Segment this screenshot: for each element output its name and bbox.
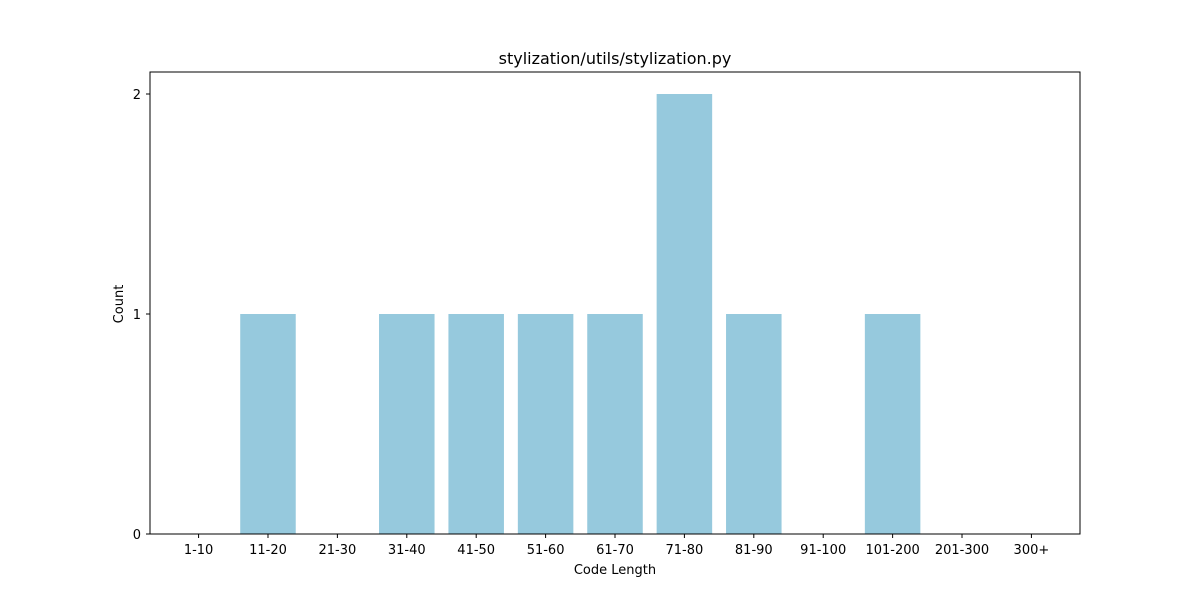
x-tick-label: 41-50 <box>457 543 495 558</box>
x-tick-label: 61-70 <box>596 543 634 558</box>
bar-31-40 <box>379 314 435 534</box>
plot-frame <box>149 71 1081 535</box>
x-tick-label: 31-40 <box>388 543 426 558</box>
bar-11-20 <box>240 314 296 534</box>
ticks-layer: 1-10 11-20 21-30 31-40 41-50 51-60 61-70 71-80 8… <box>133 88 1050 558</box>
y-tick-label: 0 <box>133 528 141 543</box>
x-tick-label: 91-100 <box>800 543 846 558</box>
x-tick-label: 71-80 <box>666 543 704 558</box>
x-tick-label: 81-90 <box>735 543 773 558</box>
x-tick-label: 300+ <box>1014 543 1050 558</box>
x-tick-label: 1-10 <box>184 543 214 558</box>
y-tick-label: 2 <box>133 88 141 103</box>
bar-41-50 <box>448 314 504 534</box>
x-tick-label: 201-300 <box>935 543 989 558</box>
x-tick-label: 21-30 <box>318 543 356 558</box>
y-axis-title: Count <box>112 285 127 324</box>
chart-title: stylization/utils/stylization.py <box>499 49 732 68</box>
bars-layer <box>240 94 921 534</box>
y-tick-label: 1 <box>133 308 141 323</box>
bar-51-60 <box>517 314 574 534</box>
bar-101-200 <box>864 314 921 534</box>
bar-71-80 <box>656 94 713 534</box>
x-tick-label: 51-60 <box>527 543 565 558</box>
bar-61-70 <box>587 314 643 534</box>
bar-81-90 <box>726 314 782 534</box>
x-axis-title: Code Length <box>574 563 656 578</box>
x-tick-label: 11-20 <box>249 543 287 558</box>
x-tick-label: 101-200 <box>865 543 919 558</box>
